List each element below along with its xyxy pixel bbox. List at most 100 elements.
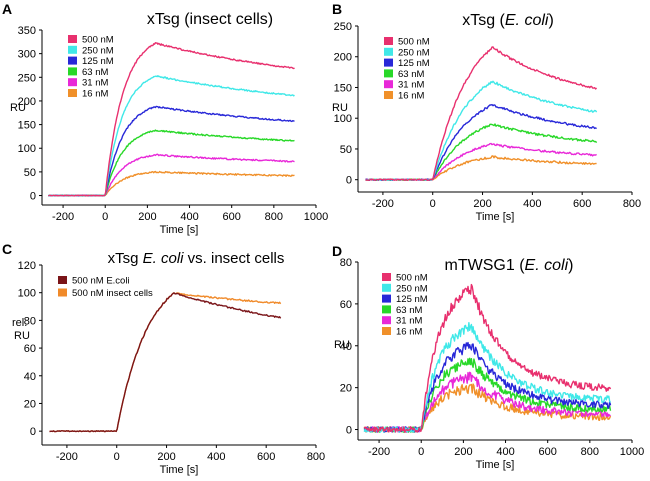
x-tick-label: -200: [368, 446, 390, 458]
y-tick-label: 50: [340, 144, 352, 156]
panel-letter: D: [332, 243, 342, 259]
x-tick-label: 400: [523, 198, 541, 210]
legend-swatch: [382, 316, 391, 325]
legend-label: 16 nM: [396, 327, 422, 338]
legend-label: 125 nM: [398, 58, 430, 69]
x-tick-label: -200: [56, 451, 78, 463]
y-axis-label: RU: [334, 339, 350, 351]
chart-title: xTsg E. coli vs. insect cells: [108, 250, 285, 267]
y-tick-label: 300: [18, 49, 36, 61]
y-tick-label: 350: [18, 25, 36, 37]
x-tick-label: -200: [52, 211, 74, 223]
legend-swatch: [58, 276, 67, 284]
y-tick-label: 80: [340, 257, 352, 269]
legend-swatch: [68, 78, 77, 87]
y-axis-label: RU: [10, 102, 26, 114]
x-tick-label: 600: [573, 198, 591, 210]
legend-swatch: [68, 89, 77, 97]
legend-label: 125 nM: [82, 56, 114, 67]
y-tick-label: 0: [346, 425, 352, 437]
x-axis-label: Time [s]: [160, 224, 199, 236]
y-tick-label: 20: [340, 383, 352, 395]
legend-label: 250 nM: [396, 283, 428, 294]
y-tick-label: 0: [30, 191, 36, 203]
x-tick-label: 0: [102, 211, 108, 223]
legend-swatch: [384, 91, 393, 99]
legend-swatch: [382, 305, 391, 314]
legend-label: 500 nM: [398, 37, 430, 48]
series-line-500-nm: [363, 283, 612, 433]
x-tick-label: 800: [623, 198, 641, 210]
series-line-16-nm: [363, 383, 612, 433]
y-tick-label: 120: [18, 260, 36, 272]
y-tick-label: 0: [346, 175, 352, 187]
y-tick-label: 40: [24, 371, 36, 383]
legend-label: 500 nM E.coli: [72, 276, 130, 287]
legend-label: 500 nM: [82, 35, 114, 46]
series-line-31-nm: [365, 142, 598, 181]
x-tick-label: 600: [223, 211, 241, 223]
x-tick-label: 0: [114, 451, 120, 463]
y-axis-label: rel. RU: [12, 317, 30, 342]
y-tick-label: 20: [24, 398, 36, 410]
x-tick-label: 1000: [620, 446, 644, 458]
y-tick-label: 100: [18, 143, 36, 155]
y-tick-label: 80: [24, 315, 36, 327]
legend-swatch: [68, 67, 77, 76]
x-tick-label: 600: [539, 446, 557, 458]
x-tick-label: 0: [418, 446, 424, 458]
legend-label: 16 nM: [398, 91, 424, 102]
x-tick-label: 800: [265, 211, 283, 223]
series-line-16-nm: [365, 155, 597, 181]
legend-swatch: [384, 37, 393, 45]
legend-swatch: [384, 69, 393, 78]
legend-label: 31 nM: [396, 316, 422, 327]
legend-swatch: [384, 80, 393, 89]
x-axis-label: Time [s]: [476, 211, 515, 223]
legend-label: 250 nM: [82, 45, 114, 56]
legend-swatch: [384, 47, 393, 56]
legend-swatch: [68, 35, 77, 43]
panel-letter: C: [2, 241, 12, 257]
x-tick-label: 200: [454, 446, 472, 458]
chart-title: mTWSG1 (E. coli): [445, 257, 574, 274]
legend-label: 500 nM: [396, 273, 428, 284]
legend-swatch: [382, 273, 391, 281]
series-line-500-nm-e-coli: [49, 292, 282, 433]
x-axis-label: Time [s]: [476, 459, 515, 471]
x-tick-label: 400: [496, 446, 514, 458]
chart-title: xTsg (insect cells): [147, 11, 273, 28]
series-line-500-nm: [365, 46, 598, 181]
y-tick-label: 250: [334, 21, 352, 33]
series-line-500-nm: [48, 42, 295, 197]
x-tick-label: 800: [581, 446, 599, 458]
y-tick-label: 100: [18, 288, 36, 300]
x-tick-label: 200: [473, 198, 491, 210]
legend-swatch: [382, 327, 391, 335]
y-axis-label: RU: [332, 102, 348, 114]
y-tick-label: 40: [340, 341, 352, 353]
y-tick-label: 50: [24, 167, 36, 179]
y-tick-label: 150: [18, 120, 36, 132]
series-line-16-nm: [48, 170, 295, 197]
series-line-63-nm: [48, 129, 295, 197]
legend-swatch: [58, 288, 67, 297]
legend-swatch: [68, 45, 77, 54]
x-tick-label: 400: [180, 211, 198, 223]
y-tick-label: 200: [18, 96, 36, 108]
x-tick-label: 0: [430, 198, 436, 210]
legend-label: 63 nM: [398, 69, 424, 80]
legend-label: 125 nM: [396, 294, 428, 305]
x-tick-label: 400: [207, 451, 225, 463]
legend-label: 250 nM: [398, 47, 430, 58]
x-tick-label: 1000: [304, 211, 328, 223]
y-tick-label: 0: [30, 426, 36, 438]
y-tick-label: 250: [18, 72, 36, 84]
x-tick-label: 600: [257, 451, 275, 463]
legend-label: 63 nM: [396, 305, 422, 316]
